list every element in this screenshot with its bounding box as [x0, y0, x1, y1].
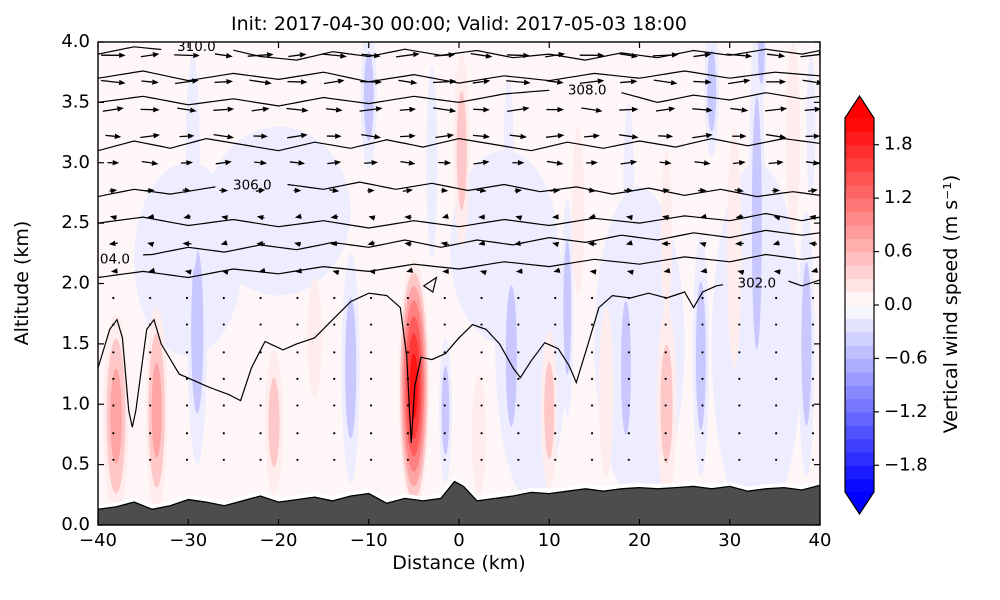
colorbar-tick-label: 1.2	[884, 187, 913, 208]
x-tick-label: 30	[718, 530, 741, 551]
x-tick-label: −10	[350, 530, 388, 551]
contour-label: 306.0	[233, 178, 272, 194]
vertical-wind-fill-layer	[98, 42, 820, 525]
x-tick-label: 40	[809, 530, 832, 551]
y-tick-label: 1.0	[61, 393, 90, 414]
y-tick-label: 1.5	[61, 333, 90, 354]
x-tick-label: 10	[538, 530, 561, 551]
contour-label: 302.0	[737, 276, 776, 292]
y-tick-label: 2.0	[61, 273, 90, 294]
theta-contour-lines: 310.0 308.0 306.0 304.0 302.0	[91, 39, 820, 443]
axes: −40 −30 −20 −10 0 10 20 30 400.00.51.01.52.02.53…	[61, 31, 831, 551]
colorbar-tick-label: −1.8	[884, 454, 928, 475]
y-tick-label: 3.5	[61, 91, 90, 112]
y-tick-label: 0.5	[61, 454, 90, 475]
wind-vectors	[101, 51, 820, 461]
x-tick-label: 0	[453, 530, 464, 551]
contour-label: 304.0	[91, 251, 130, 267]
chart-title: Init: 2017-04-30 00:00; Valid: 2017-05-0…	[231, 13, 687, 35]
y-tick-label: 3.0	[61, 152, 90, 173]
x-tick-label: −40	[79, 530, 117, 551]
colorbar-tick-label: 1.8	[884, 134, 913, 155]
x-axis-label: Distance (km)	[392, 552, 526, 574]
x-tick-label: −20	[260, 530, 298, 551]
colorbar-label: Vertical wind speed (m s⁻¹)	[940, 174, 962, 434]
colorbar-tick-label: 0.0	[884, 294, 913, 315]
colorbar-tick-label: −0.6	[884, 347, 928, 368]
y-axis-label: Altitude (km)	[11, 220, 33, 346]
x-tick-label: −30	[169, 530, 207, 551]
plot-area: 310.0 308.0 306.0 304.0 302.0	[91, 39, 820, 525]
y-tick-label: 2.5	[61, 212, 90, 233]
colorbar-tick-label: 0.6	[884, 241, 913, 262]
terrain	[98, 477, 820, 525]
y-tick-label: 4.0	[61, 31, 90, 52]
y-tick-label: 0.0	[61, 514, 90, 535]
contour-label: 308.0	[568, 82, 607, 98]
colorbar: 1.8 1.2 0.6 0.0 −0.6 −1.2 −1.8	[844, 94, 928, 516]
x-tick-label: 20	[628, 530, 651, 551]
colorbar-tick-label: −1.2	[884, 401, 928, 422]
contour-label: 310.0	[177, 39, 216, 55]
